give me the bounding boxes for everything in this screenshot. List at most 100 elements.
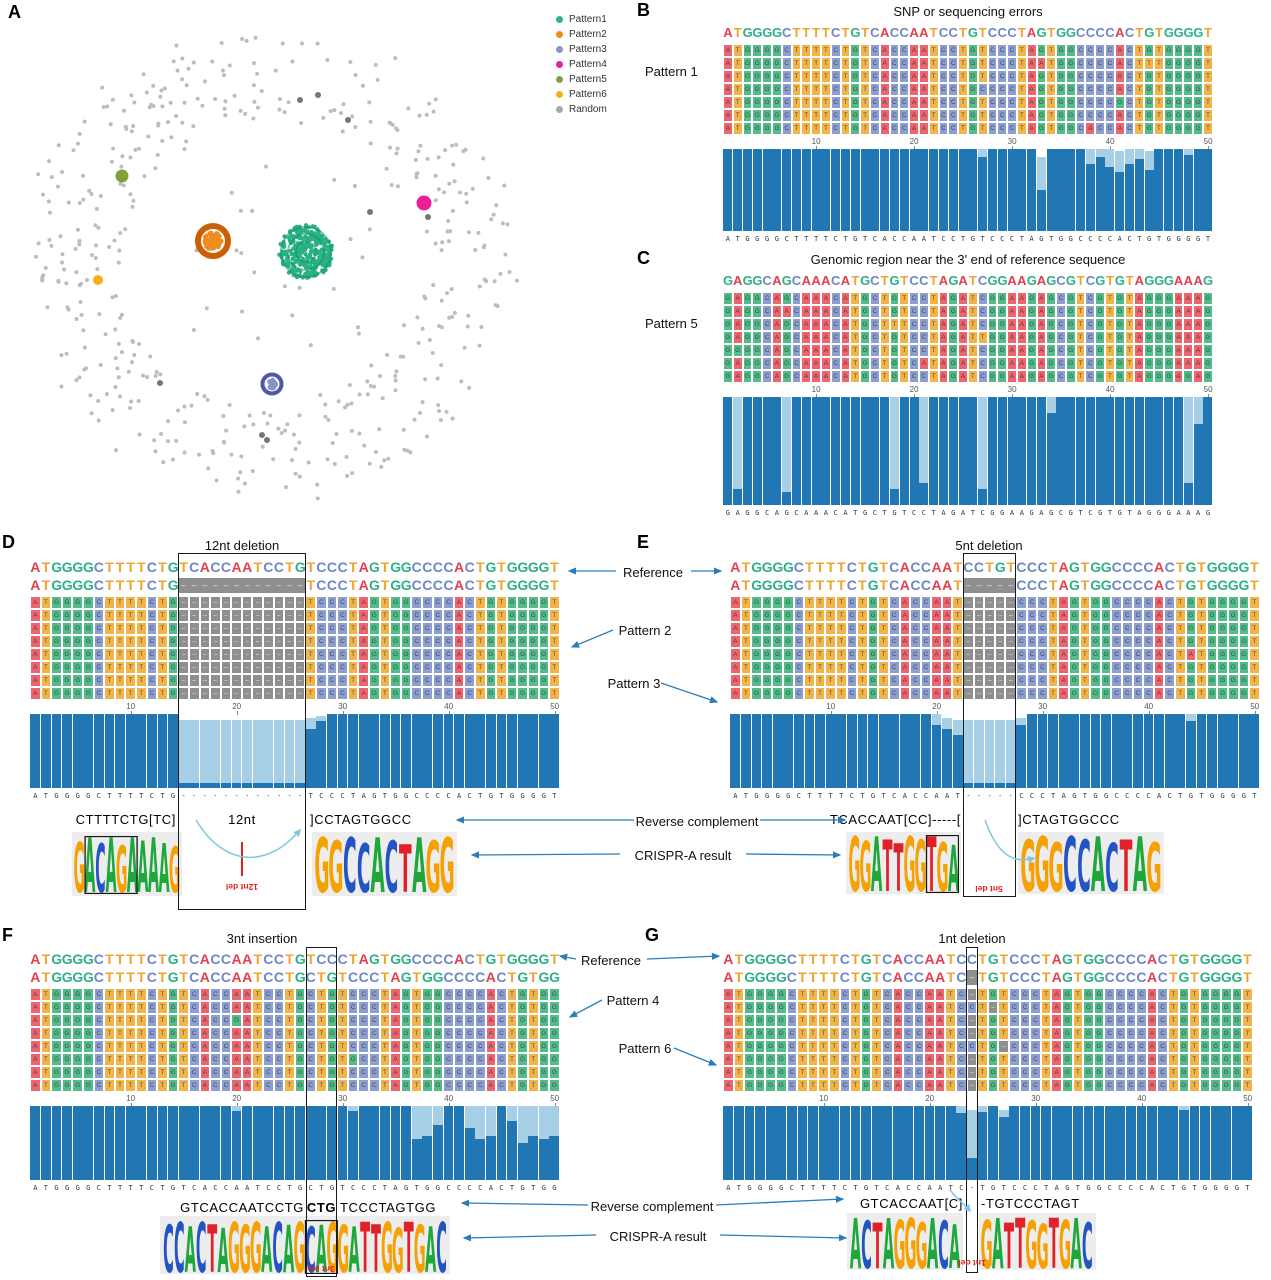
random-read-dot [282,284,287,289]
base-cell: G [527,648,539,661]
base-cell: C [146,687,158,700]
base-cell: C [899,122,910,135]
base-cell: A [1016,318,1027,331]
result-sequence-text: CTG [306,1200,337,1215]
random-read-dot [98,362,103,367]
consensus-base: T [128,792,133,800]
base-cell: G [754,1066,766,1079]
cluster-pattern1-dot [313,231,318,236]
base-cell: C [1016,661,1027,674]
base-cell: C [146,1001,158,1014]
base-cell: G [400,1066,412,1079]
base-cell: T [801,96,812,109]
base-cell: T [967,357,978,370]
consensus-base: A [725,235,730,243]
base-cell: T [1189,1027,1200,1040]
base-cell: G [538,988,550,1001]
bar-column [921,714,932,788]
bar-conserved-segment [231,782,242,788]
base-cell: C [1095,57,1106,70]
base-cell: C [997,70,1008,83]
conservation-chart [30,714,560,788]
base-cell: C [913,1040,925,1053]
base-cell: G [1046,305,1057,318]
base-cell: C [1026,635,1038,648]
base-cell: T [1040,1053,1052,1066]
bar-column [995,714,1006,788]
reference-base: G [1065,25,1077,40]
bar-column [811,397,821,505]
base-cell: C [464,988,475,1001]
base-cell: G [967,83,978,96]
reference-base: G [1065,273,1077,288]
base-cell: – [188,609,200,622]
base-cell: C [93,988,105,1001]
random-read-dot [62,267,67,272]
base-cell: G [390,635,401,648]
random-read-dot [236,489,241,494]
base-cell: C [1157,1014,1168,1027]
bar-conserved-segment [379,714,390,788]
base-cell: T [1174,622,1186,635]
base-cell: G [762,70,772,83]
base-cell: G [390,674,401,687]
reference-base: G [1231,969,1243,985]
random-read-dot [282,110,287,115]
base-cell: C [1124,83,1135,96]
bar-column [221,714,232,788]
random-read-dot [347,383,352,388]
random-read-dot [210,59,215,64]
base-cell: T [945,1066,957,1079]
base-cell: C [1111,687,1122,700]
consensus-base: - [234,792,239,800]
base-cell: A [723,57,733,70]
base-cell: T [928,57,939,70]
consensus-base: T [881,792,886,800]
base-cell: A [390,1001,401,1014]
base-cell: G [51,1040,62,1053]
base-cell: T [347,687,359,700]
outlier-dot [367,209,373,215]
base-cell: T [828,988,840,1001]
highlight-rect [305,947,338,1277]
reference-base: T [959,25,967,40]
reference-base: A [242,951,253,967]
random-read-dot [113,384,118,389]
base-cell: T [178,1014,189,1027]
base-cell: A [879,44,890,57]
reference-base: C [220,951,232,967]
base-cell: A [241,1079,253,1092]
reference-base: T [158,951,167,967]
read-row: A T G G G G C T T T T C T G – – – – – – – – – – – – T C C C T A G T G G C C C C… [30,635,560,648]
base-cell: C [1007,57,1017,70]
base-cell: C [1085,83,1096,96]
base-cell: – [220,687,232,700]
base-cell: G [167,687,179,700]
base-cell: T [316,1079,327,1092]
reference-base: G [167,559,179,575]
base-cell: A [730,609,741,622]
base-cell: C [347,1079,359,1092]
base-cell: C [464,596,475,609]
reference-base: T [306,559,316,575]
reference-base: G [400,577,412,593]
bar-conserved-segment [889,714,900,788]
base-cell: A [1007,318,1017,331]
base-cell: A [931,609,942,622]
base-cell: G [1114,357,1125,370]
base-cell: T [114,1040,126,1053]
bar-conserved-segment [1154,397,1164,505]
bar-conserved-segment [263,782,274,788]
base-cell: A [931,661,942,674]
base-cell: T [740,648,752,661]
bar-column [1079,714,1091,788]
annotation-arrow [715,1195,845,1206]
reference-base: A [231,969,242,985]
base-cell: T [1046,122,1057,135]
base-cell: A [909,109,919,122]
base-cell: T [733,1040,745,1053]
base-cell: G [997,305,1008,318]
